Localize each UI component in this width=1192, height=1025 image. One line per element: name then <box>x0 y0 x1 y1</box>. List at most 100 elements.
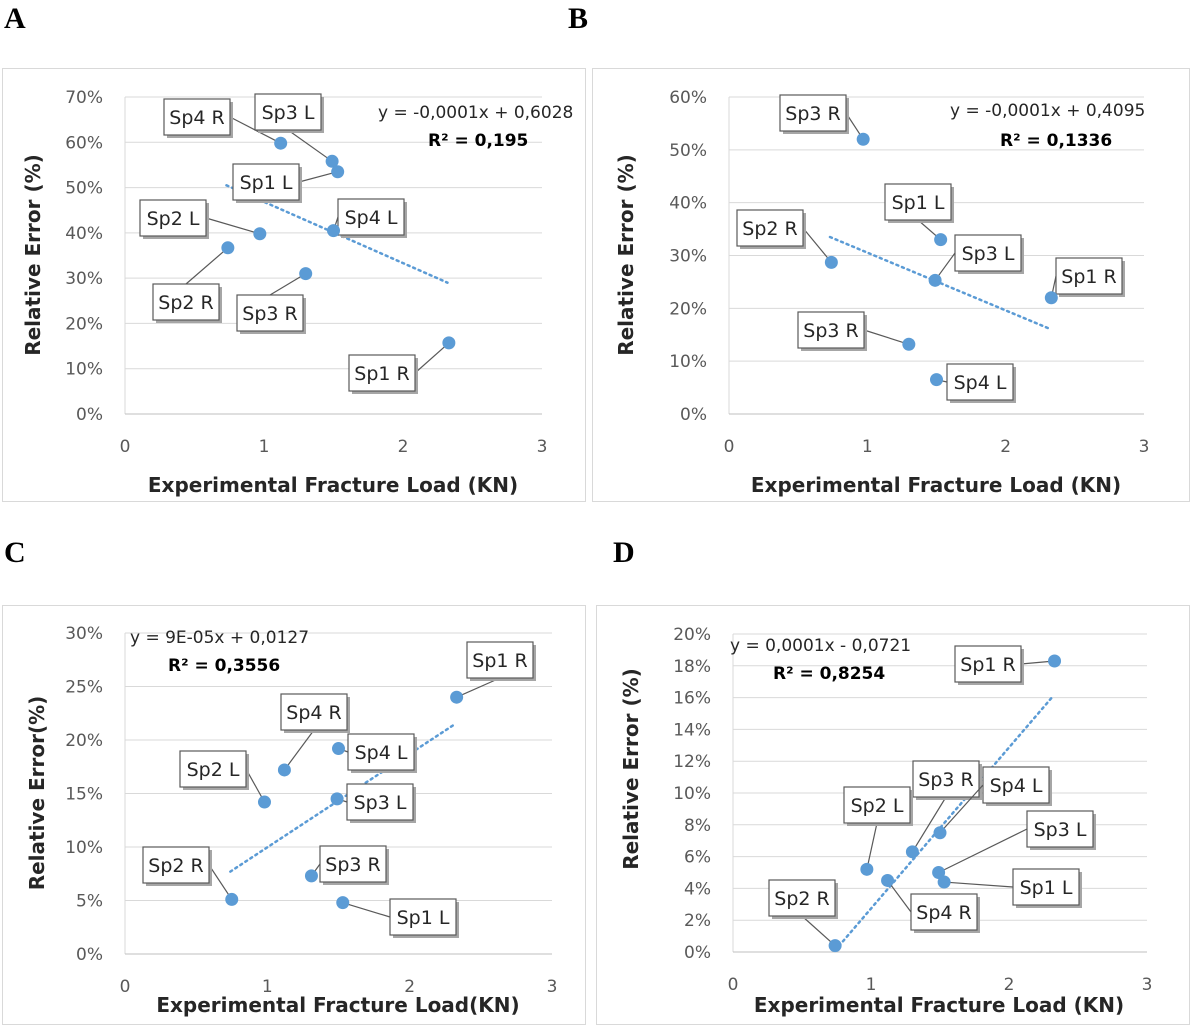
panel-letter-b: B <box>568 2 589 35</box>
callout-box <box>139 199 207 237</box>
y-tick-label: 60% <box>65 133 103 153</box>
callout-box <box>779 94 847 132</box>
data-point <box>905 845 919 859</box>
callout-box <box>1026 810 1094 848</box>
trendline-r-squared: R² = 0,1336 <box>1000 131 1112 151</box>
y-tick-label: 50% <box>65 179 103 199</box>
point-label: Sp4 L <box>954 372 1007 394</box>
panel-letter-c: C <box>4 536 26 569</box>
callout-leader <box>283 729 315 771</box>
trendline-equation: y = 0,0001x - 0,0721 <box>730 636 911 656</box>
callout-leader <box>298 171 338 183</box>
y-tick-label: 15% <box>65 785 103 805</box>
data-point <box>274 136 288 150</box>
data-point <box>828 939 842 953</box>
x-tick-label: 3 <box>1142 975 1153 995</box>
callout-box <box>389 898 457 936</box>
x-tick-label: 2 <box>1000 437 1011 457</box>
y-tick-label: 0% <box>680 405 707 425</box>
trendline-r-squared: R² = 0,3556 <box>168 656 280 676</box>
y-tick-label: 40% <box>65 224 103 244</box>
point-label: Sp3 R <box>325 854 380 876</box>
panel-letter-d: D <box>613 536 635 569</box>
y-tick-label: 20% <box>669 299 707 319</box>
callout-box <box>910 893 978 931</box>
callout-layer: Sp3 R Sp1 L Sp2 R Sp3 L Sp1 R Sp3 R Sp4 L <box>736 94 1125 403</box>
y-tick-label: 50% <box>669 141 707 161</box>
trendline-equation: y = -0,0001x + 0,4095 <box>950 101 1145 121</box>
callout-leader <box>802 227 832 263</box>
callout-leader <box>414 342 450 374</box>
data-point <box>1044 291 1058 305</box>
point-label: Sp3 R <box>242 303 297 325</box>
y-axis-title: Relative Error (%) <box>619 668 643 870</box>
x-tick-label: 0 <box>120 437 131 457</box>
data-point <box>450 690 464 704</box>
point-label: Sp4 R <box>286 702 341 724</box>
y-tick-label: 70% <box>65 88 103 108</box>
data-point <box>902 337 916 351</box>
callout-leader <box>185 247 229 285</box>
callout-layer: Sp1 R Sp4 R Sp4 L Sp2 L Sp3 L Sp2 R Sp3 R Sp1 L <box>142 641 536 938</box>
data-point <box>1048 654 1062 668</box>
point-label: Sp1 R <box>960 654 1015 676</box>
y-tick-label: 60% <box>669 88 707 108</box>
x-tick-label: 0 <box>728 975 739 995</box>
y-tick-label: 30% <box>65 624 103 644</box>
x-tick-label: 0 <box>724 437 735 457</box>
y-tick-label: 10% <box>669 352 707 372</box>
data-point <box>860 862 874 876</box>
callout-leader <box>342 902 391 918</box>
x-axis-title: Experimental Fracture Load (KN) <box>148 473 518 497</box>
x-tick-label: 2 <box>404 977 415 997</box>
callout-box <box>348 354 416 392</box>
callout-box <box>843 786 911 824</box>
data-point <box>325 154 339 168</box>
x-tick-label: 1 <box>866 975 877 995</box>
chart-frame-a <box>2 68 586 502</box>
callout-box <box>884 183 952 221</box>
callout-box <box>163 98 231 136</box>
point-label: Sp2 L <box>851 795 904 817</box>
y-tick-label: 8% <box>684 816 711 836</box>
point-label: Sp4 L <box>345 207 398 229</box>
callout-box <box>1055 257 1123 295</box>
callout-leader <box>938 828 1028 874</box>
callout-box <box>236 294 304 332</box>
y-tick-label: 25% <box>65 678 103 698</box>
data-point <box>336 896 350 910</box>
callout-leader <box>269 273 307 296</box>
x-tick-label: 1 <box>262 977 273 997</box>
point-label: Sp1 R <box>1061 266 1116 288</box>
x-tick-label: 1 <box>862 437 873 457</box>
callout-box <box>797 311 865 349</box>
data-point <box>299 267 313 281</box>
data-point <box>881 873 895 887</box>
y-tick-label: 18% <box>673 657 711 677</box>
x-tick-label: 2 <box>1004 975 1015 995</box>
data-point <box>932 866 946 879</box>
y-tick-label: 20% <box>65 314 103 334</box>
data-point <box>332 742 345 756</box>
callout-leader <box>911 796 947 853</box>
callout-box <box>142 846 210 884</box>
x-axis-title: Experimental Fracture Load (KN) <box>754 993 1124 1017</box>
chart-frame-b <box>592 68 1190 502</box>
data-point <box>442 336 456 350</box>
point-layer <box>828 654 1062 953</box>
y-tick-label: 10% <box>673 784 711 804</box>
callout-layer: Sp4 R Sp3 L Sp1 L Sp2 L Sp4 L Sp2 R Sp3 R Sp1 R <box>139 93 450 394</box>
y-tick-label: 30% <box>669 247 707 267</box>
y-tick-label: 2% <box>684 911 711 931</box>
callout-leader <box>866 822 878 870</box>
data-point <box>225 892 239 906</box>
callout-leader <box>939 784 984 834</box>
trendline-equation: y = -0,0001x + 0,6028 <box>378 103 573 123</box>
x-tick-label: 3 <box>537 437 548 457</box>
point-label: Sp3 R <box>918 769 973 791</box>
callout-box <box>232 163 300 201</box>
data-point <box>934 233 948 247</box>
point-label: Sp1 R <box>354 363 409 385</box>
point-label: Sp4 R <box>916 902 971 924</box>
